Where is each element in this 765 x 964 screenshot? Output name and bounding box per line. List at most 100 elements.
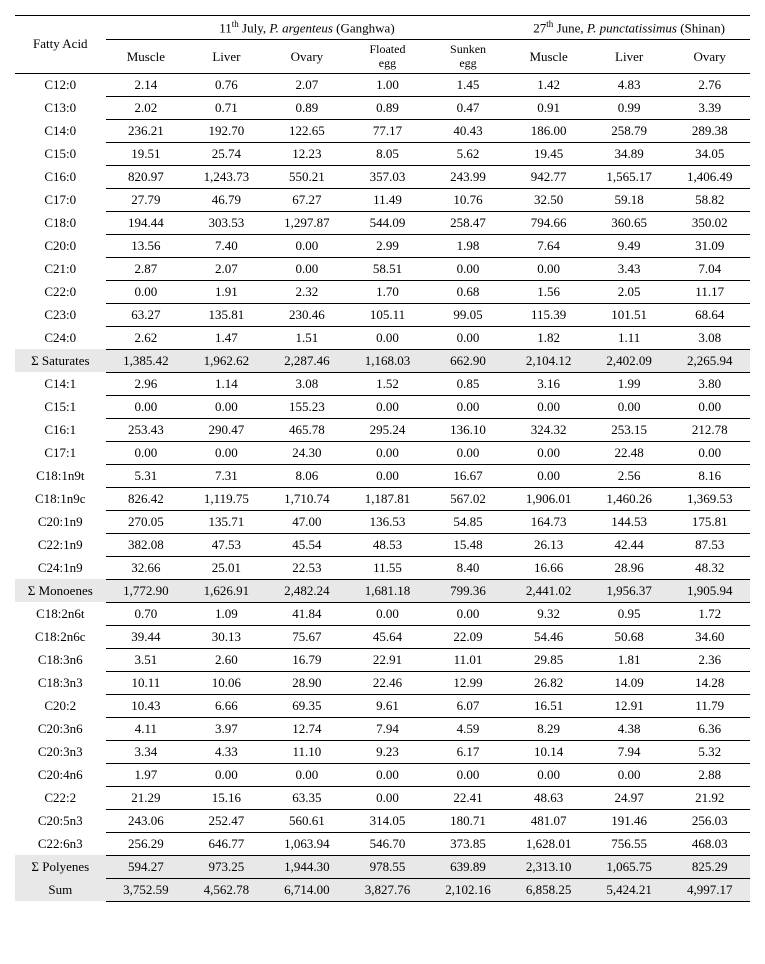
cell-value: 7.31	[186, 464, 267, 487]
cell-value: 2,265.94	[669, 349, 750, 372]
cell-value: 978.55	[347, 855, 428, 878]
cell-value: 295.24	[347, 418, 428, 441]
cell-value: 63.27	[106, 303, 187, 326]
row-label: C15:1	[15, 395, 106, 418]
row-label: C20:5n3	[15, 809, 106, 832]
table-row: C18:2n6t0.701.0941.840.000.009.320.951.7…	[15, 602, 750, 625]
cell-value: 2,402.09	[589, 349, 670, 372]
cell-value: 2,313.10	[508, 855, 589, 878]
cell-value: 4,997.17	[669, 878, 750, 901]
cell-value: 180.71	[428, 809, 509, 832]
table-row: C18:1n9t5.317.318.060.0016.670.002.568.1…	[15, 464, 750, 487]
cell-value: 2.88	[669, 763, 750, 786]
cell-value: 0.68	[428, 280, 509, 303]
cell-value: 3.16	[508, 372, 589, 395]
row-label: C14:0	[15, 119, 106, 142]
cell-value: 1,369.53	[669, 487, 750, 510]
cell-value: 3.51	[106, 648, 187, 671]
cell-value: 256.29	[106, 832, 187, 855]
cell-value: 45.64	[347, 625, 428, 648]
cell-value: 2,287.46	[267, 349, 348, 372]
row-label: C22:6n3	[15, 832, 106, 855]
cell-value: 2.07	[186, 257, 267, 280]
cell-value: 646.77	[186, 832, 267, 855]
row-label: C22:0	[15, 280, 106, 303]
cell-value: 0.00	[508, 763, 589, 786]
cell-value: 6.36	[669, 717, 750, 740]
table-row: C12:02.140.762.071.001.451.424.832.76	[15, 73, 750, 96]
cell-value: 9.61	[347, 694, 428, 717]
table-row: C20:013.567.400.002.991.987.649.4931.09	[15, 234, 750, 257]
cell-value: 546.70	[347, 832, 428, 855]
cell-value: 47.00	[267, 510, 348, 533]
cell-value: 14.28	[669, 671, 750, 694]
cell-value: 3.80	[669, 372, 750, 395]
cell-value: 16.66	[508, 556, 589, 579]
table-row: C18:3n63.512.6016.7922.9111.0129.851.812…	[15, 648, 750, 671]
cell-value: 360.65	[589, 211, 670, 234]
cell-value: 2.14	[106, 73, 187, 96]
cell-value: 1,065.75	[589, 855, 670, 878]
cell-value: 45.54	[267, 533, 348, 556]
cell-value: 1,626.91	[186, 579, 267, 602]
cell-value: 164.73	[508, 510, 589, 533]
cell-value: 175.81	[669, 510, 750, 533]
cell-value: 32.50	[508, 188, 589, 211]
cell-value: 136.53	[347, 510, 428, 533]
cell-value: 10.43	[106, 694, 187, 717]
cell-value: 10.14	[508, 740, 589, 763]
cell-value: 3.34	[106, 740, 187, 763]
cell-value: 87.53	[669, 533, 750, 556]
cell-value: 0.00	[428, 257, 509, 280]
cell-value: 99.05	[428, 303, 509, 326]
cell-value: 75.67	[267, 625, 348, 648]
table-row: C22:00.001.912.321.700.681.562.0511.17	[15, 280, 750, 303]
cell-value: 1,710.74	[267, 487, 348, 510]
table-row: C18:0194.44303.531,297.87544.09258.47794…	[15, 211, 750, 234]
cell-value: 41.84	[267, 602, 348, 625]
cell-value: 258.47	[428, 211, 509, 234]
cell-value: 258.79	[589, 119, 670, 142]
cell-value: 253.43	[106, 418, 187, 441]
cell-value: 756.55	[589, 832, 670, 855]
cell-value: 826.42	[106, 487, 187, 510]
table-row: C15:019.5125.7412.238.055.6219.4534.8934…	[15, 142, 750, 165]
cell-value: 560.61	[267, 809, 348, 832]
cell-value: 212.78	[669, 418, 750, 441]
cell-value: 0.00	[428, 395, 509, 418]
cell-value: 465.78	[267, 418, 348, 441]
cell-value: 0.00	[508, 395, 589, 418]
row-label: C14:1	[15, 372, 106, 395]
cell-value: 14.09	[589, 671, 670, 694]
cell-value: 22.91	[347, 648, 428, 671]
cell-value: 7.94	[589, 740, 670, 763]
cell-value: 9.23	[347, 740, 428, 763]
cell-value: 2.05	[589, 280, 670, 303]
table-row: C20:3n33.344.3311.109.236.1710.147.945.3…	[15, 740, 750, 763]
cell-value: 1,460.26	[589, 487, 670, 510]
cell-value: 1.51	[267, 326, 348, 349]
cell-value: 115.39	[508, 303, 589, 326]
cell-value: 0.00	[428, 326, 509, 349]
cell-value: 191.46	[589, 809, 670, 832]
cell-value: 135.81	[186, 303, 267, 326]
cell-value: 270.05	[106, 510, 187, 533]
cell-value: 101.51	[589, 303, 670, 326]
cell-value: 1,681.18	[347, 579, 428, 602]
cell-value: 1.42	[508, 73, 589, 96]
row-label: C18:1n9t	[15, 464, 106, 487]
cell-value: 350.02	[669, 211, 750, 234]
cell-value: 11.01	[428, 648, 509, 671]
table-row: C20:5n3243.06252.47560.61314.05180.71481…	[15, 809, 750, 832]
cell-value: 0.00	[186, 441, 267, 464]
cell-value: 10.06	[186, 671, 267, 694]
cell-value: 58.51	[347, 257, 428, 280]
cell-value: 1.91	[186, 280, 267, 303]
cell-value: 54.46	[508, 625, 589, 648]
cell-value: 12.74	[267, 717, 348, 740]
cell-value: 1,119.75	[186, 487, 267, 510]
cell-value: 1,406.49	[669, 165, 750, 188]
cell-value: 34.89	[589, 142, 670, 165]
cell-value: 21.92	[669, 786, 750, 809]
row-label: C18:1n9c	[15, 487, 106, 510]
